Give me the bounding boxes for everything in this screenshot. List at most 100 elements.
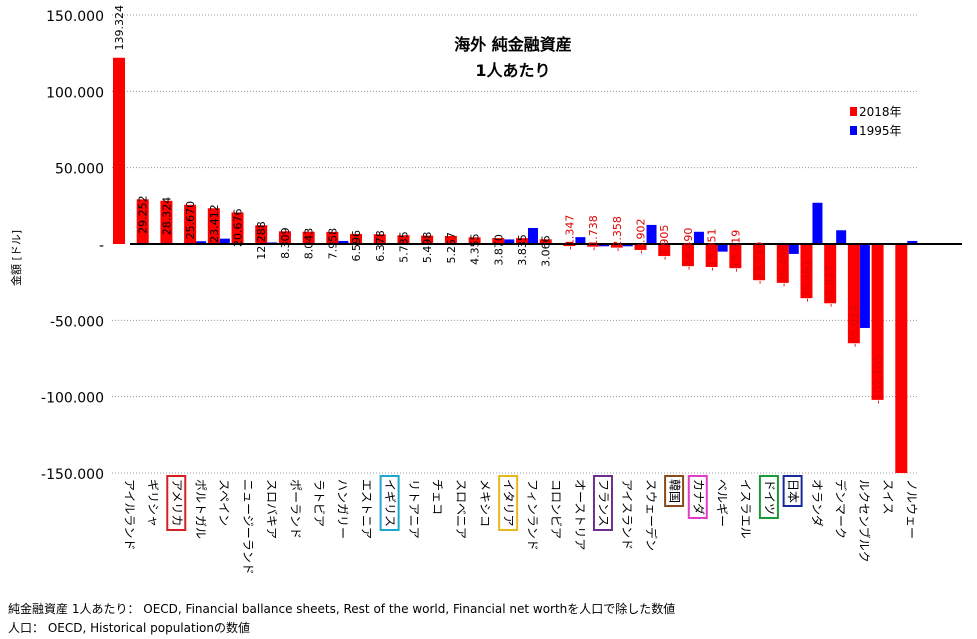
category-label: ギリシャ [146,479,160,527]
bar-2018 [160,200,173,244]
data-label: -2.358 [611,216,624,251]
bar-2018 [681,244,694,267]
bar-2018 [231,212,244,244]
category-label: ドイツ [762,479,776,515]
y-axis-label: 金額 [ドル] [9,230,23,286]
bar-2018 [729,244,742,269]
category-label: イギリス [383,479,397,527]
bar-2018 [610,244,623,248]
bar-1995 [646,224,657,244]
data-labels: 139.324 29.252 28.324 25.670 23.412 20.676 12.… [113,5,885,404]
y-tick-label: 100.000 [46,85,104,101]
bar-2018 [871,244,884,400]
category-highlight-box [758,475,779,519]
category-label: ベルギー [715,479,729,527]
chart-title: 海外 純金融資産 [454,35,572,54]
bar-1995 [907,240,918,244]
data-label: 6.378 [374,230,387,262]
bar-1995 [836,230,847,244]
category-label: メキシコ [478,479,492,527]
data-label: -23.710 [753,242,766,284]
data-label: -35.491 [800,260,813,302]
data-label: 3.066 [540,235,553,267]
category-label: ポルトガル [193,479,207,539]
y-tick-label: -50.000 [50,314,104,330]
bar-2018 [539,239,552,244]
data-label: -38.827 [824,265,837,307]
data-label: -102.105 [872,354,885,403]
y-tick-label: -150.000 [41,467,104,483]
data-label: 7.958 [326,228,339,259]
data-label: 8.043 [303,228,316,259]
category-label: スペイン [217,479,231,526]
x-axis-categories: アイルランド ギリシャ アメリカ ポルトガル スペイン ニュージーランド スロバキア ポーラン… [122,475,919,575]
bar-2018 [207,208,220,244]
data-label: 20.676 [232,208,245,247]
bar-2018 [421,235,434,244]
data-label: 28.324 [160,197,173,236]
data-label: 23.412 [208,204,221,243]
category-label: エストニア [359,479,373,539]
y-axis-ticks: 150.000 100.000 50.000 - -50.000 -100.000 -150… [41,9,104,483]
category-label: 韓国 [668,479,682,503]
data-label: -1.738 [587,215,600,250]
bar-1995 [528,227,538,244]
bar-2018 [847,244,860,344]
legend-label-2018: 2018年 [859,105,902,119]
y-tick-label: - [99,238,104,254]
bar-2018 [516,238,528,244]
category-label: イタリア [502,479,516,527]
category-label: ノルウェー [905,479,919,539]
bar-2018 [895,244,908,473]
category-highlight-box [664,475,685,507]
legend-label-1995: 1995年 [859,124,902,138]
legend-swatch-1995 [850,126,857,135]
category-label: フランス [596,479,610,527]
bar-2018 [753,244,766,281]
source-note-population: 人口： OECD, Historical populationの数値 [8,621,250,635]
category-label: オーストリア [573,479,587,550]
category-label: スウェーデン [644,479,659,551]
bar-2018 [824,244,837,304]
bar-2018 [136,199,149,244]
category-label: スロバキア [265,479,279,539]
category-label: 日本 [786,479,800,503]
data-label: -15.051 [706,229,719,271]
bar-2018 [326,231,339,244]
y-tick-label: 150.000 [46,9,104,25]
data-label: 6.596 [350,230,363,262]
bar-1995 [812,202,823,244]
category-label: ハンガリー [336,479,350,539]
bar-2018 [563,244,576,247]
bar-1995 [219,238,230,244]
data-label: 29.252 [137,195,150,234]
bar-2018 [397,235,410,244]
category-label: アイスランド [620,479,634,550]
category-label: イスラエル [739,479,753,539]
category-label: チェコ [431,479,445,515]
bar-2018 [492,238,505,244]
y-tick-label: -100.000 [41,391,104,407]
data-label: 3.870 [492,234,505,266]
data-label: -14.490 [682,228,695,270]
bar-2018 [184,204,197,244]
category-label: ラトビア [312,479,326,527]
bar-1995 [693,231,704,244]
bar-1995 [338,240,349,244]
bar-1995 [622,244,633,247]
category-label: スイス [881,479,895,515]
chart-subtitle: 1人あたり [475,61,550,80]
category-label: アイルランド [122,479,136,550]
bar-1995 [788,244,799,254]
bar-1995 [504,239,515,244]
bar-1995 [196,241,207,244]
bar-2018 [705,244,718,267]
data-label: 4.355 [469,233,482,265]
category-highlight-box [687,475,708,519]
bar-1995 [575,237,586,244]
category-label: ルクセンブルク [857,479,872,563]
source-note-financial: 純金融資産 1人あたり： OECD, Financial ballance sh… [8,602,676,616]
data-label: -7.905 [658,225,671,260]
y-tick-label: 50.000 [55,162,104,178]
category-label: リトアニア [407,479,421,539]
